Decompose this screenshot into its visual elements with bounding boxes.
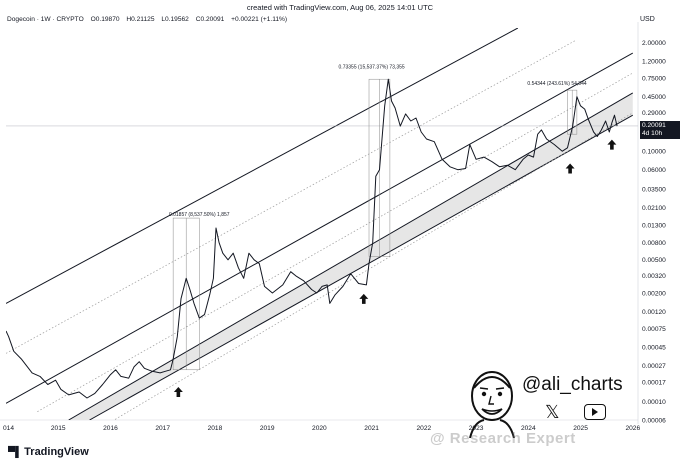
y-tick-label-0: 2.00000	[642, 40, 666, 47]
y-tick-label-19: 0.00017	[642, 380, 666, 387]
x-tick-label-8: 2022	[417, 425, 432, 432]
x-tick-label-3: 2017	[155, 425, 170, 432]
close-value: C0.20091	[195, 16, 225, 23]
support-arrow-2	[565, 163, 575, 174]
channel-line-upper	[6, 28, 519, 304]
x-tick-label-4: 2018	[208, 425, 223, 432]
y-tick-label-10: 0.01300	[642, 222, 666, 229]
author-avatar	[469, 371, 515, 438]
measure-label-0: 0.01857 (8,537.50%) 1,857	[169, 212, 230, 218]
tradingview-logo[interactable]: ▀▌ TradingView	[8, 446, 89, 458]
price-series-line	[6, 78, 618, 399]
y-tick-label-14: 0.00200	[642, 290, 666, 297]
x-tick-label-0: 014	[3, 425, 14, 432]
support-arrow-0	[173, 386, 183, 397]
bar-countdown: 4d 10h	[642, 130, 663, 137]
x-tick-label-2: 2016	[103, 425, 118, 432]
current-price-value: 0.20091	[642, 122, 666, 129]
y-tick-label-13: 0.00320	[642, 273, 666, 280]
youtube-icon[interactable]	[584, 404, 606, 420]
channel-guide-2	[113, 112, 633, 420]
x-tick-label-10: 2024	[521, 425, 536, 432]
y-tick-label-21: 0.00006	[642, 417, 666, 424]
x-tick-label-1: 2015	[51, 425, 66, 432]
chart-caption: created with TradingView.com, Aug 06, 20…	[246, 3, 434, 12]
symbol-legend: Dogecoin · 1W · CRYPTO O0.19870 H0.21125…	[7, 16, 292, 23]
y-tick-label-8: 0.03500	[642, 187, 666, 194]
channel-guide-1	[37, 72, 633, 412]
y-tick-label-9: 0.02100	[642, 205, 666, 212]
author-branding	[460, 360, 640, 440]
y-tick-label-12: 0.00500	[642, 257, 666, 264]
author-handle: @ali_charts	[522, 374, 623, 395]
y-tick-label-1: 1.20000	[642, 58, 666, 65]
low-value: L0.19562	[161, 16, 189, 23]
x-tick-label-6: 2020	[312, 425, 327, 432]
tradingview-icon: ▀▌	[8, 447, 23, 458]
x-tick-label-7: 2021	[364, 425, 379, 432]
measure-label-1: 0.73355 (15,537.37%) 73,355	[339, 64, 405, 70]
x-tick-label-12: 2026	[625, 425, 640, 432]
y-tick-label-20: 0.00010	[642, 399, 666, 406]
y-tick-label-2: 0.75000	[642, 76, 666, 83]
support-arrow-3	[607, 139, 617, 150]
high-value: H0.21125	[126, 16, 155, 23]
x-tick-label-11: 2025	[573, 425, 588, 432]
x-icon[interactable]: 𝕏	[545, 402, 560, 422]
y-tick-label-15: 0.00120	[642, 309, 666, 316]
channel-line-middle	[6, 52, 634, 404]
open-value: O0.19870	[90, 16, 120, 23]
y-tick-label-6: 0.10000	[642, 149, 666, 156]
symbol-label[interactable]: Dogecoin · 1W · CRYPTO	[7, 16, 84, 23]
y-tick-label-18: 0.00027	[642, 363, 666, 370]
watermark: @ Research Expert	[430, 430, 576, 447]
change-value: +0.00221 (+1.11%)	[231, 16, 288, 23]
current-price-tag: 0.20091 4d 10h	[640, 121, 680, 139]
channel-line-support_top	[68, 92, 634, 420]
channel-line-support_bottom	[89, 114, 634, 420]
measure-label-2: 0.54344 (243.61%) 54,344	[527, 81, 586, 87]
y-tick-label-4: 0.29000	[642, 110, 666, 117]
y-tick-label-17: 0.00045	[642, 344, 666, 351]
x-tick-label-5: 2019	[260, 425, 275, 432]
y-tick-label-11: 0.00800	[642, 240, 666, 247]
y-tick-label-7: 0.06000	[642, 167, 666, 174]
currency-label: USD	[640, 16, 655, 23]
tradingview-logo-text: TradingView	[24, 446, 89, 458]
y-tick-label-16: 0.00075	[642, 326, 666, 333]
support-arrow-1	[359, 293, 369, 304]
y-tick-label-3: 0.45000	[642, 94, 666, 101]
x-tick-label-9: 2023	[469, 425, 484, 432]
